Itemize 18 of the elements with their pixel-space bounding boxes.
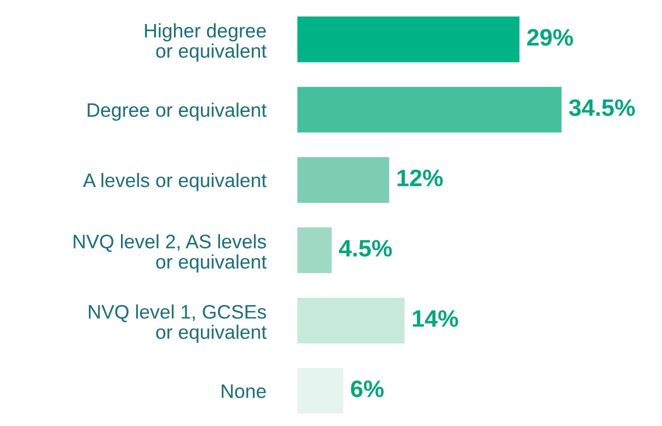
bar: [297, 298, 404, 344]
data-label: 12%: [398, 170, 443, 186]
y-tick-label: Degree or equivalent: [88, 102, 267, 121]
y-tick-label: Higher degree or equivalent: [145, 23, 267, 62]
data-label: 14%: [412, 310, 458, 327]
bar: [297, 227, 332, 274]
bar: [297, 368, 344, 414]
data-label: 29%: [527, 29, 573, 46]
data-label: 6%: [351, 380, 384, 398]
y-tick-label: NVQ level 2, AS levels or equivalent: [74, 234, 267, 273]
data-label: 34.5%: [569, 99, 635, 116]
bar: [297, 86, 562, 133]
bar: [297, 16, 520, 62]
bar: [297, 157, 390, 203]
y-tick-label: NVQ level 1, GCSEs or equivalent: [88, 304, 267, 343]
y-tick-label: A levels or equivalent: [82, 172, 267, 192]
y-tick-label: None: [222, 384, 266, 398]
data-label: 4.5%: [339, 240, 392, 257]
